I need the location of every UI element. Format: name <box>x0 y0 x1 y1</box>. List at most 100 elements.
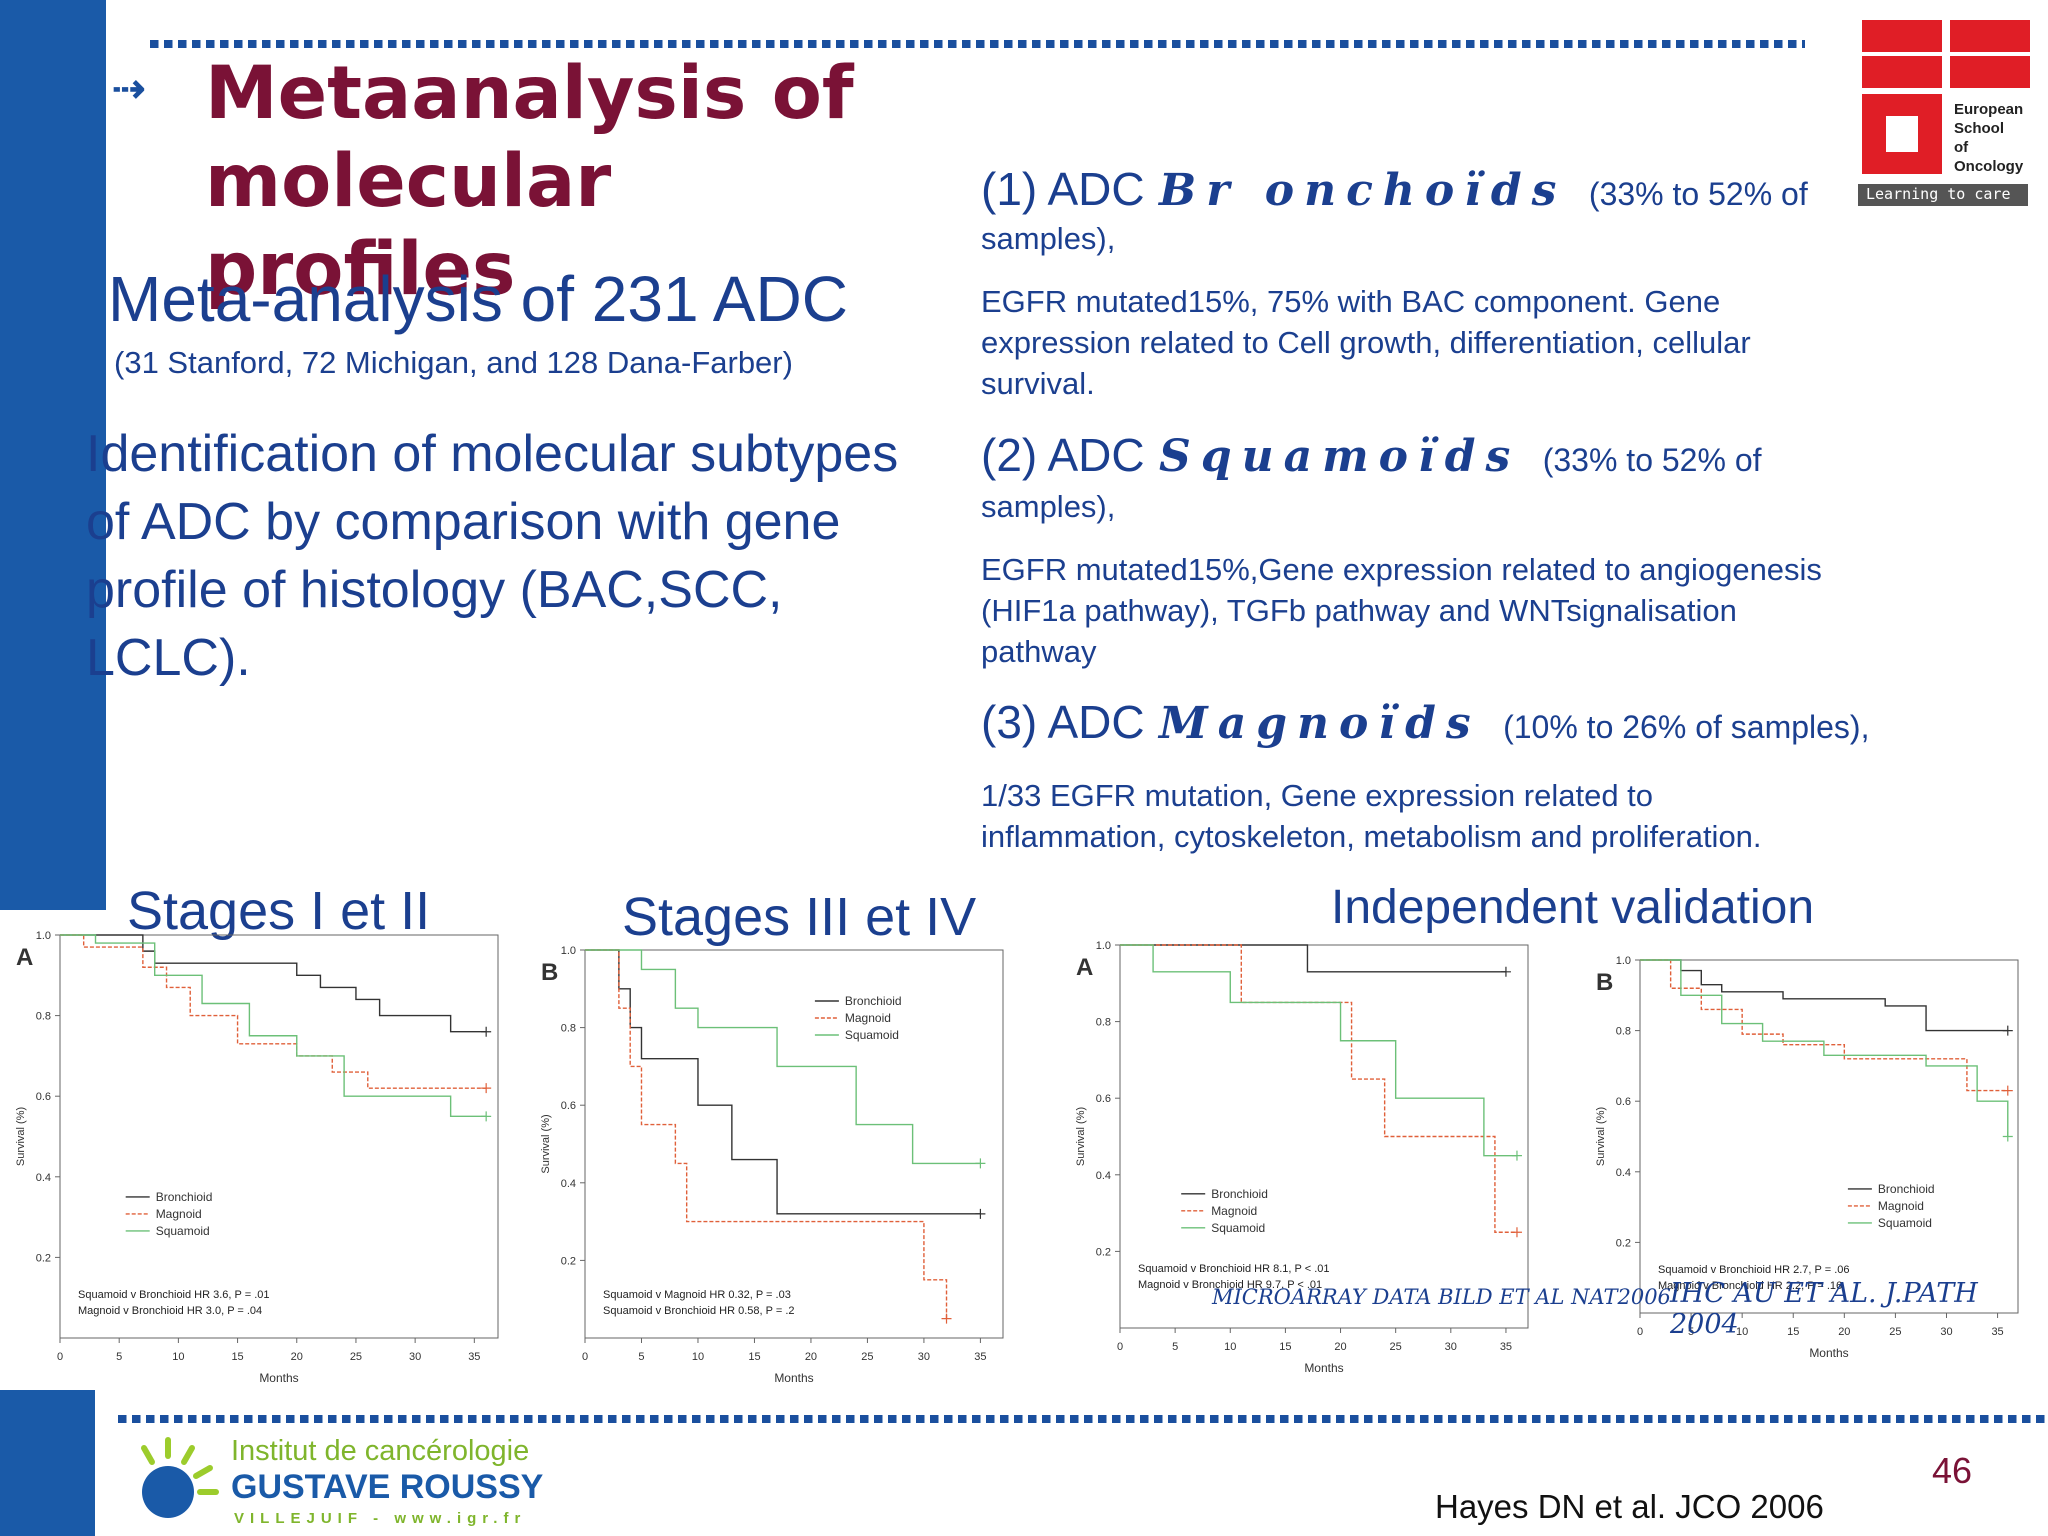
km-curve-bronchioid <box>1120 944 1506 973</box>
desc-line: expression related to Cell growth, diffe… <box>981 325 1751 360</box>
hr-annotation: Squamoid v Bronchioid HR 3.6, P = .01 <box>78 1289 270 1301</box>
left-accent-band-bottom <box>0 1390 95 1536</box>
censor-mark <box>481 1026 492 1037</box>
subtype-name: Squamoïds <box>1159 431 1521 482</box>
y-tick-label: 0.6 <box>561 1100 576 1112</box>
y-tick-label: 0.8 <box>1096 1017 1111 1029</box>
desc-line: (HIF1a pathway), TGFb pathway and WNTsig… <box>981 593 1737 628</box>
desc-line: inflammation, cytoskeleton, metabolism a… <box>981 819 1762 854</box>
identification-line: Identification of molecular subtypes <box>86 425 899 483</box>
igr-line-3: VILLEJUIF - www.igr.fr <box>234 1510 527 1527</box>
subtype-bronchoids: (1) ADC Br onchoïds (33% to 52% of <box>981 162 1941 216</box>
esso-line-4: Oncology <box>1954 158 2024 175</box>
x-tick-label: 10 <box>692 1351 704 1363</box>
y-axis-label: Survival (%) <box>540 1114 552 1173</box>
censor-mark <box>1511 1150 1522 1161</box>
y-tick-label: 1.0 <box>1616 955 1631 967</box>
desc-line: survival. <box>981 366 1095 401</box>
x-tick-label: 5 <box>638 1351 644 1363</box>
desc-line: 1/33 EGFR mutation, Gene expression rela… <box>981 778 1654 813</box>
legend-label: Squamoid <box>1211 1221 1265 1235</box>
km-curve-squamoid <box>1120 944 1517 1157</box>
legend-label: Bronchioid <box>845 994 902 1008</box>
x-tick-label: 20 <box>1334 1341 1346 1353</box>
subtype-description: 1/33 EGFR mutation, Gene expression rela… <box>981 775 1941 857</box>
plot-frame <box>59 934 499 1339</box>
x-tick-label: 30 <box>1940 1326 1952 1338</box>
x-tick-label: 30 <box>918 1351 930 1363</box>
censor-mark <box>481 1083 492 1094</box>
subtype-prefix: (1) ADC <box>981 163 1145 215</box>
y-tick-label: 0.2 <box>561 1255 576 1267</box>
subtype-range: (10% to 26% of samples), <box>1503 709 1870 745</box>
km-curve-magnoid <box>1640 959 2008 1092</box>
x-axis-label: Months <box>1304 1361 1343 1375</box>
censor-mark <box>481 1111 492 1122</box>
panel-label: B <box>1596 969 1613 996</box>
subtype-range-cont: samples), <box>981 489 1116 524</box>
subtype-name: Magnoïds <box>1159 698 1481 749</box>
x-tick-label: 0 <box>1637 1326 1643 1338</box>
esso-line-1: European <box>1954 101 2024 118</box>
legend-label: Magnoid <box>845 1011 891 1025</box>
subtype-description: EGFR mutated15%,Gene expression related … <box>981 549 1941 672</box>
igr-line-2: GUSTAVE ROUSSY <box>231 1468 544 1506</box>
top-dotted-rule <box>150 40 1805 48</box>
censor-mark <box>1500 966 1511 977</box>
km-curve-squamoid <box>585 949 981 1165</box>
x-tick-label: 10 <box>172 1351 184 1363</box>
igr-sun-icon <box>141 1437 219 1518</box>
km-chart-validation-b: B 0.2 0.4 0.6 0.8 1.0 0 5 10 15 20 25 30 35 Months Surv… <box>1595 955 2019 1360</box>
panel-label: B <box>541 959 558 986</box>
y-tick-label: 0.2 <box>1096 1246 1111 1258</box>
x-axis-label: Months <box>774 1371 813 1385</box>
left-accent-band <box>0 0 106 910</box>
censor-mark <box>1511 1227 1522 1238</box>
censor-mark <box>2002 1131 2013 1142</box>
y-tick-label: 1.0 <box>561 945 576 957</box>
caption-stages-1-2: Stages I et II <box>127 881 431 941</box>
legend-label: Bronchioid <box>1878 1182 1935 1196</box>
x-tick-label: 15 <box>748 1351 760 1363</box>
x-tick-label: 25 <box>861 1351 873 1363</box>
x-tick-label: 20 <box>805 1351 817 1363</box>
km-curve-magnoid <box>1120 944 1517 1233</box>
chart-source-bild: MICROARRAY DATA BILD ET AL NAT2006 <box>1212 1285 1671 1309</box>
x-tick-label: 10 <box>1736 1326 1748 1338</box>
x-tick-label: 35 <box>468 1351 480 1363</box>
km-chart-stages12: A 0.2 0.4 0.6 0.8 1.0 0 5 10 15 20 25 30 35 Months Surv… <box>15 930 499 1385</box>
legend-label: Magnoid <box>1878 1199 1924 1213</box>
km-curve-bronchioid <box>585 949 981 1215</box>
x-tick-label: 20 <box>291 1351 303 1363</box>
chart-source-au: IHC AU ET AL. J.PATH 2004 <box>1670 1278 1978 1340</box>
panel-label: A <box>16 944 33 971</box>
panel-label: A <box>1076 954 1093 981</box>
censor-mark <box>975 1208 986 1219</box>
km-curve-bronchioid <box>1640 959 2008 1032</box>
esso-logo: European School of Oncology Learning to … <box>1858 16 2033 216</box>
hr-annotation: Magnoid v Bronchioid HR 3.0, P = .04 <box>78 1305 262 1317</box>
plot-frame <box>1119 944 1529 1329</box>
km-curve-magnoid <box>60 934 487 1089</box>
y-axis-label: Survival (%) <box>15 1107 27 1166</box>
y-tick-label: 0.2 <box>1616 1237 1631 1249</box>
x-axis-label: Months <box>1809 1346 1848 1360</box>
legend-label: Magnoid <box>1211 1204 1257 1218</box>
censor-mark <box>2002 1085 2013 1096</box>
identification-line: LCLC). <box>86 629 251 687</box>
hr-annotation: Squamoid v Magnoid HR 0.32, P = .03 <box>603 1289 791 1301</box>
y-axis-label: Survival (%) <box>1075 1107 1087 1166</box>
censor-mark <box>941 1313 952 1324</box>
bottom-dotted-rule <box>118 1415 2048 1423</box>
igr-line-1: Institut de cancérologie <box>231 1435 530 1467</box>
subtype-prefix: (2) ADC <box>981 429 1145 481</box>
y-tick-label: 0.6 <box>1096 1093 1111 1105</box>
subtype-squamoids: (2) ADC Squamoïds (33% to 52% of <box>981 428 1941 482</box>
x-tick-label: 5 <box>1172 1341 1178 1353</box>
subtype-range: (33% to 52% of <box>1542 442 1762 478</box>
legend-label: Bronchioid <box>1211 1187 1268 1201</box>
identification-line: of ADC by comparison with gene <box>86 493 841 551</box>
x-axis-label: Months <box>259 1371 298 1385</box>
desc-line: pathway <box>981 634 1097 669</box>
meta-heading: Meta-analysis of 231 ADC <box>108 263 848 335</box>
